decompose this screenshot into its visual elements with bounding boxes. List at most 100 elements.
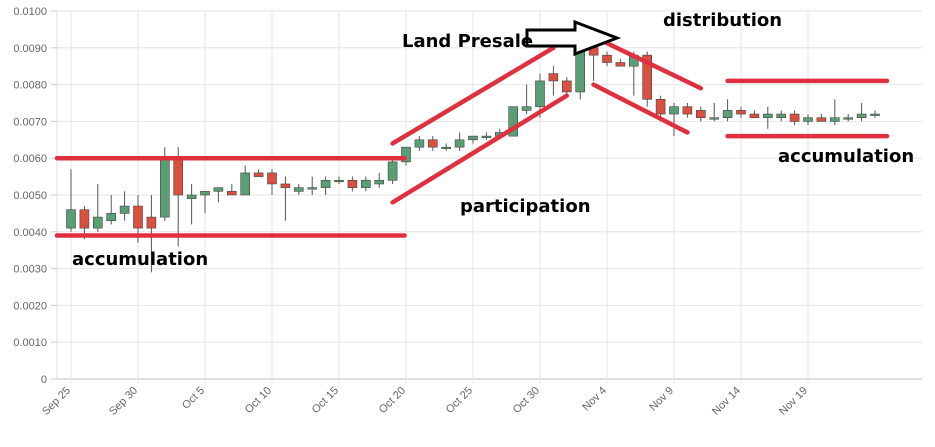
annotation-land-presale: Land Presale [402,31,533,52]
candle-body-down [695,110,706,119]
candle-body-up [186,194,197,199]
x-tick-label: Oct 10 [243,385,274,416]
candle-body-down [146,216,157,229]
candle-body-down [227,191,237,196]
x-tick-label: Nov 14 [710,385,743,418]
candle [548,66,559,96]
candle [669,103,679,137]
y-tick-label: 0.0050 [13,190,47,202]
candle-body-up [441,146,452,149]
candle-body-up [481,135,492,138]
candle [253,169,264,177]
y-tick-label: 0.0080 [13,80,47,92]
candle-body-up [870,113,880,116]
land-presale-arrow [525,19,622,57]
candle [615,58,626,67]
candle [347,176,358,192]
candle [521,84,532,115]
annotation-accumulation-left: accumulation [72,249,208,270]
candle-body-down [79,209,90,229]
candle-body-up [535,80,545,107]
candle [870,110,880,118]
candle-body-up [374,179,385,185]
candle-body-up [776,113,787,119]
x-tick-label: Oct 5 [180,385,207,412]
candle-body-up [66,209,76,229]
candle-body-down [642,54,653,100]
candle [762,106,773,129]
candle [293,183,304,195]
candle [789,110,800,126]
candle-body-down [682,106,693,115]
candle-body-down [267,172,277,185]
candle-body-up [401,146,411,163]
candle-body-up [334,179,344,183]
annotations: accumulation participation Land Presale … [72,10,914,270]
candle-body-down [561,80,572,93]
guide-line-channel-lower-fall [591,82,690,135]
candle [186,183,197,225]
candle-body-down [655,99,666,115]
candle [856,103,867,122]
candle [709,103,720,122]
y-tick-label: 0.0030 [13,264,47,276]
x-tick-label: Nov 9 [647,385,676,414]
candle-body-down [749,113,760,119]
y-tick-label: 0.0070 [13,116,47,128]
x-tick-label: Nov 19 [777,385,810,418]
candle-body-down [816,117,827,122]
candle-body-up [762,113,773,119]
x-tick-label: Oct 20 [377,385,408,416]
candle [561,77,572,96]
candle-body-up [240,172,250,196]
candle [776,110,787,122]
candle-body-up [722,110,733,119]
y-tick-label: 0.0010 [13,337,47,349]
annotation-accumulation-right: accumulation [778,146,914,167]
x-tick-label: Oct 25 [444,385,475,416]
candle-body-down [133,205,143,229]
candle-body-down [427,139,438,148]
candle [93,183,103,232]
candle [722,99,733,122]
candle [227,183,237,196]
candle-body-up [843,117,854,120]
candle [280,176,291,221]
annotation-distribution: distribution [663,10,782,31]
candle [803,114,813,126]
candle [508,106,519,137]
candle-body-up [508,106,519,137]
candle-body-up [360,179,371,188]
candle [427,136,438,151]
y-tick-label: 0 [41,374,47,386]
candle-body-down [347,179,358,188]
annotation-participation: participation [460,196,591,217]
candle [481,132,492,140]
candle [200,191,210,214]
y-axis-ticks: 0 0.0010 0.0020 0.0030 0.0040 0.0050 0.0060 0.0… [13,6,47,386]
candle [454,132,465,151]
candle-body-up [293,187,304,192]
candle [682,103,693,118]
y-tick-label: 0.0040 [13,227,47,239]
candle [441,143,452,151]
guide-line-channel-upper-rise [390,45,556,146]
candle [387,158,398,184]
candle [602,51,612,67]
candle-body-down [280,183,291,188]
candle-body-up [468,135,478,141]
candle-body-up [200,191,210,196]
candle-body-up [669,106,679,115]
x-axis-ticks: Sep 25 Sep 30 Oct 5 Oct 10 Oct 15 Oct 20 Oct 2… [40,385,810,418]
y-tick-label: 0.0020 [13,300,47,312]
candle-body-down [173,157,183,196]
candle-body-up [829,117,840,122]
y-tick-label: 0.0090 [13,43,47,55]
candle [695,106,706,122]
candle [106,195,116,225]
guide-lines [54,34,890,238]
candle-body-up [856,113,867,119]
candle [334,176,344,184]
y-tick-label: 0.0060 [13,153,47,165]
